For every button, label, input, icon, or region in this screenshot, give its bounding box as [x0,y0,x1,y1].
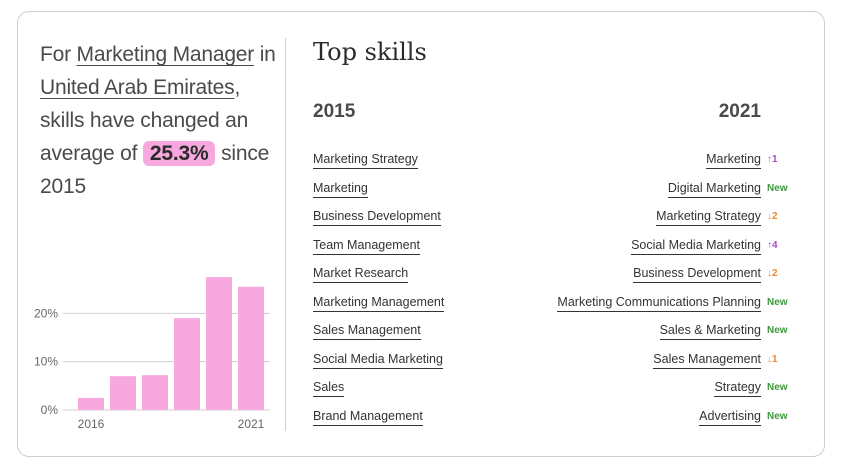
bar [206,277,232,410]
skill-2021-item: Advertising New [473,409,803,438]
skill-2015-item: Social Media Marketing [313,351,563,381]
headline-prefix: For [40,43,71,66]
skill-2015-link[interactable]: Social Media Marketing [313,351,443,369]
bar [142,375,168,410]
year-2015-heading: 2015 [313,101,356,122]
y-tick-label: 0% [41,403,59,417]
skill-2015-item: Marketing Strategy [313,152,563,181]
location-link[interactable]: United Arab Emirates [40,76,235,99]
skill-rank-change: New [767,382,788,393]
column-divider [285,38,286,431]
skill-rank-change: New [767,296,788,308]
skill-2021-link[interactable]: Business Development [633,266,761,283]
skill-rank-change: New [767,182,788,194]
skill-2015-link[interactable]: Marketing Strategy [313,152,418,169]
skill-2015-item: Market Research [313,266,563,295]
headline-suffix: since 2015 [40,142,270,198]
skill-2015-link[interactable]: Business Development [313,209,441,226]
skill-2021-link[interactable]: Sales & Marketing [659,323,761,340]
skill-2015-link[interactable]: Market Research [313,266,409,283]
skill-rank-change: ↑4 [767,239,778,251]
skill-2015-link[interactable]: Sales [313,380,345,397]
skills-2021-list: Marketing ↑1 Digital Marketing New Marketing… [473,152,803,437]
skill-2015-link[interactable]: Marketing [313,180,368,198]
skill-2015-item: Business Development [313,209,563,238]
skill-2021-item: Social Media Marketing ↑4 [473,238,803,267]
skill-rank-change: New [767,410,788,422]
headline-comma: , [234,76,241,99]
bar [110,376,136,410]
skill-2021-item: Sales Management ↓1 [473,352,803,381]
skill-2021-item: Sales & Marketing New [473,323,803,352]
year-2021-heading: 2021 [718,101,761,122]
skill-2015-item: Marketing Management [313,294,563,324]
skill-2021-item: Marketing ↑1 [473,152,803,181]
skill-2015-item: Team Management [313,237,563,267]
skill-2015-link[interactable]: Brand Management [313,408,423,426]
x-tick-label: 2021 [238,417,265,431]
y-tick-label: 10% [34,355,58,369]
skill-2021-link[interactable]: Marketing Communications Planning [557,295,761,312]
x-tick-label: 2016 [78,417,105,431]
bar [78,397,104,410]
skill-2015-item: Sales Management [313,323,563,352]
y-tick-label: 20% [34,306,58,320]
skill-2021-item: Digital Marketing New [473,181,803,210]
skill-2021-link[interactable]: Marketing Strategy [656,209,761,226]
skill-rank-change: ↑1 [767,154,778,165]
skill-2015-link[interactable]: Sales Management [313,323,421,340]
skill-2021-link[interactable]: Digital Marketing [667,181,761,198]
skill-2021-item: Strategy New [473,380,803,409]
skill-2021-item: Marketing Strategy ↓2 [473,209,803,238]
skill-2021-link[interactable]: Advertising [699,409,761,426]
skill-2021-link[interactable]: Social Media Marketing [631,238,761,255]
top-skills-title: Top skills [313,38,427,66]
skill-2015-link[interactable]: Team Management [313,237,421,255]
skill-rank-change: ↓1 [767,353,778,365]
bar [174,318,200,410]
headline-middle: skills have changed an average of [40,109,249,165]
bar [238,286,264,410]
skill-2021-link[interactable]: Marketing [706,152,761,169]
skill-2021-item: Business Development ↓2 [473,266,803,295]
skill-rank-change: ↓2 [767,268,778,279]
chart-svg: 0% 10% 20% 2016 2021 [34,277,270,431]
skills-change-bar-chart: 0% 10% 20% 2016 2021 [30,255,280,445]
skill-2015-link[interactable]: Marketing Management [313,294,445,312]
skill-2015-item: Sales [313,380,563,409]
skill-2015-item: Brand Management [313,408,563,438]
skill-2021-link[interactable]: Sales Management [653,352,761,369]
skill-2015-item: Marketing [313,180,563,210]
skill-2021-link[interactable]: Strategy [714,380,761,397]
skill-rank-change: New [767,325,788,336]
skills-change-percent: 25.3% [142,141,216,166]
job-title-link[interactable]: Marketing Manager [76,43,255,66]
skill-rank-change: ↓2 [767,211,778,222]
headline-in: in [259,43,276,66]
skills-change-headline: For Marketing Manager in United Arab Emi… [40,38,276,203]
skill-2021-item: Marketing Communications Planning New [473,295,803,324]
skills-2015-list: Marketing Strategy Marketing Business Deve… [313,152,563,437]
